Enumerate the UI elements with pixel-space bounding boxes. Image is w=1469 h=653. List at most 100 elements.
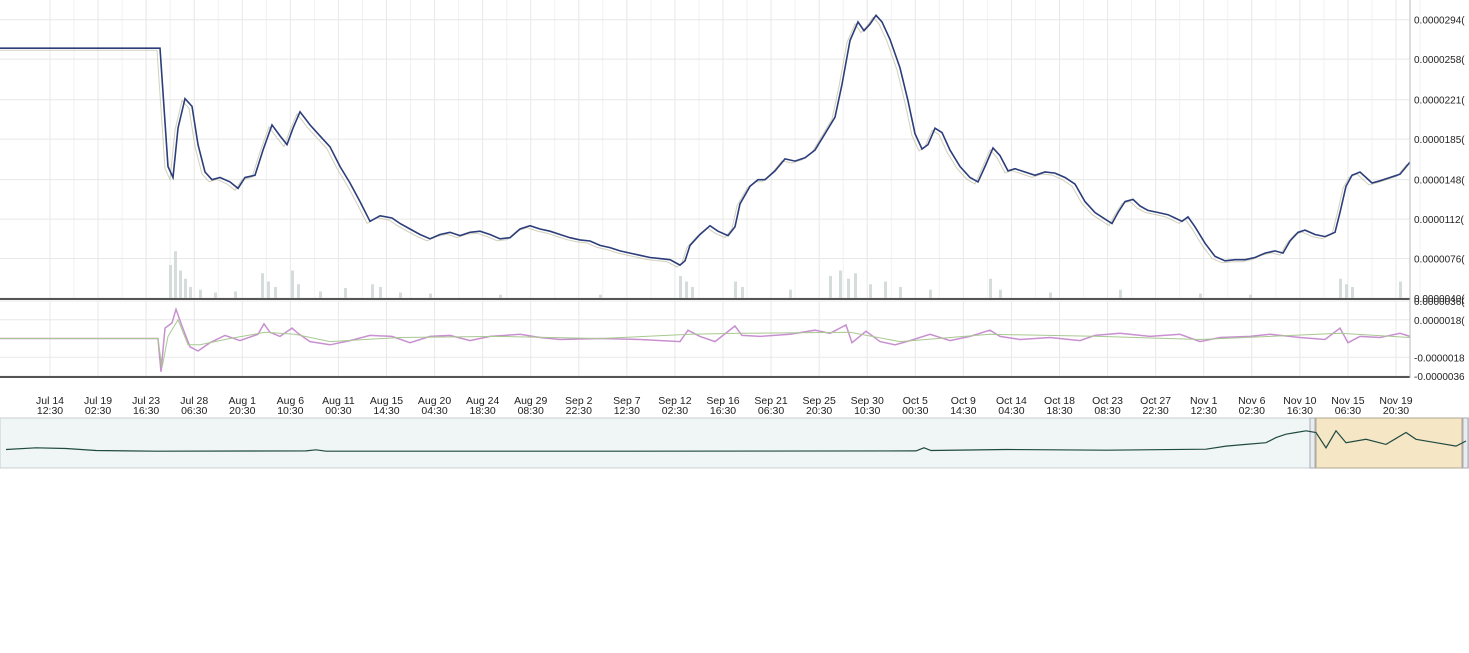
price-y-tick-label: 0.0000221( [1414,96,1465,107]
volume-bar [214,292,217,298]
navigator[interactable] [0,417,1469,469]
volume-bar [261,273,264,298]
oscillator-line [0,306,1411,372]
x-tick-time: 02:30 [85,405,111,417]
volume-bar [599,294,602,298]
x-tick-date: Sep 30 [851,395,884,407]
volume-bar [1119,289,1122,298]
x-tick-time: 10:30 [277,405,303,417]
volume-bar [319,291,322,298]
price-y-tick-label: 0.0000112( [1414,215,1465,226]
price-panel [0,14,1411,268]
volume-bar [199,289,202,298]
volume-bar [854,273,857,298]
x-tick-date: Aug 11 [322,395,355,407]
volume-bar [399,292,402,298]
navigator-background[interactable] [0,417,1469,469]
volume-bar [189,287,192,298]
x-tick-time: 12:30 [37,405,63,417]
volume-bar [789,289,792,298]
volume-bar [267,281,270,298]
x-tick-time: 06:30 [181,405,207,417]
x-tick-date: Oct 27 [1140,395,1171,407]
volume-bar [929,289,932,298]
x-tick-time: 08:30 [518,405,544,417]
x-tick-time: 16:30 [133,405,159,417]
x-tick-time: 04:30 [998,405,1024,417]
x-tick-time: 02:30 [1239,405,1265,417]
x-tick-date: Oct 18 [1044,395,1075,407]
volume-bar [839,270,842,298]
x-tick-date: Aug 15 [370,395,403,407]
oscillator-line [0,318,1411,368]
volume-bar [1399,281,1402,298]
volume-bar [1339,278,1342,298]
x-tick-date: Aug 20 [418,395,451,407]
volume-bars [169,251,1402,298]
volume-bar [179,270,182,298]
volume-bar [174,251,177,298]
x-tick-time: 02:30 [662,405,688,417]
x-tick-time: 18:30 [470,405,496,417]
x-tick-date: Nov 10 [1283,395,1316,407]
volume-bar [884,281,887,298]
volume-bar [274,287,277,298]
x-tick-time: 22:30 [1143,405,1169,417]
x-tick-date: Sep 7 [613,395,641,407]
volume-bar [297,284,300,298]
volume-bar [499,294,502,298]
x-tick-date: Nov 6 [1238,395,1266,407]
x-tick-time: 16:30 [710,405,736,417]
volume-bar [291,270,294,298]
volume-bar [679,276,682,298]
axes: 0.0000040(0.0000076(0.0000112(0.0000148(… [0,0,1465,417]
x-tick-time: 00:30 [902,405,928,417]
price-candles-shadow [0,16,1408,268]
navigator-handle-left[interactable] [1309,417,1316,469]
x-tick-date: Oct 5 [903,395,928,407]
x-tick-date: Jul 14 [36,395,64,407]
x-tick-time: 18:30 [1046,405,1072,417]
x-tick-date: Sep 21 [754,395,787,407]
price-y-tick-label: 0.0000294( [1414,16,1465,27]
volume-bar [379,287,382,298]
x-tick-time: 14:30 [950,405,976,417]
navigator-handle-right[interactable] [1462,417,1469,469]
x-tick-time: 20:30 [229,405,255,417]
oscillator-panel [0,306,1411,372]
navigator-line [5,429,1467,452]
x-tick-date: Aug 1 [229,395,257,407]
volume-bar [734,281,737,298]
volume-bar [169,265,172,298]
x-tick-date: Aug 29 [514,395,547,407]
volume-bar [184,278,187,298]
x-tick-date: Oct 9 [951,395,976,407]
volume-bar [989,278,992,298]
x-tick-time: 20:30 [1383,405,1409,417]
osc-y-tick-label: -0.0000018 [1414,353,1465,364]
x-tick-time: 14:30 [373,405,399,417]
volume-bar [1249,294,1252,298]
volume-bar [371,284,374,298]
x-tick-time: 12:30 [1191,405,1217,417]
volume-bar [741,287,744,298]
x-tick-time: 06:30 [1335,405,1361,417]
volume-bar [999,289,1002,298]
volume-bar [685,281,688,298]
volume-bar [847,278,850,298]
price-y-tick-label: 0.0000040( [1414,294,1465,305]
x-tick-time: 16:30 [1287,405,1313,417]
x-tick-date: Jul 23 [132,395,160,407]
volume-bar [1345,284,1348,298]
grid [0,0,1421,377]
volume-bar [899,287,902,298]
x-tick-time: 04:30 [421,405,447,417]
x-tick-date: Aug 6 [277,395,305,407]
x-tick-date: Oct 14 [996,395,1027,407]
price-y-tick-label: 0.0000185( [1414,135,1465,146]
x-tick-time: 00:30 [325,405,351,417]
x-tick-time: 12:30 [614,405,640,417]
x-tick-date: Sep 16 [706,395,739,407]
